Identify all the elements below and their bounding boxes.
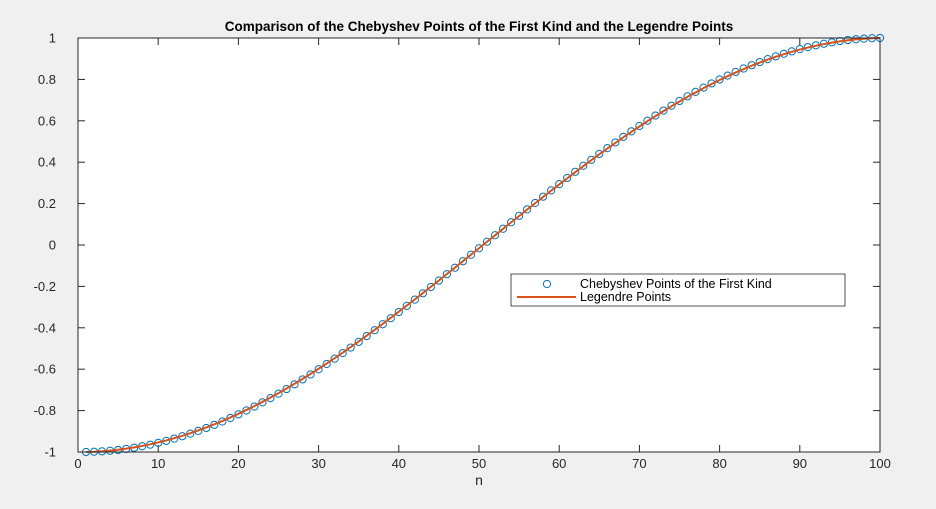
- chebyshev-point: [515, 211, 524, 220]
- legendre-line: [85, 37, 881, 453]
- legend-chebyshev-marker-icon: [542, 279, 552, 289]
- chebyshev-point: [482, 237, 492, 246]
- chebyshev-point: [378, 320, 387, 329]
- chebyshev-point: [619, 132, 628, 141]
- chebyshev-point: [611, 138, 620, 147]
- chebyshev-point: [314, 365, 323, 374]
- chebyshev-point: [242, 406, 251, 415]
- y-tick-label: -0.6: [34, 362, 56, 377]
- chebyshev-point: [579, 161, 588, 170]
- chebyshev-point: [394, 307, 403, 317]
- chebyshev-point: [442, 270, 452, 279]
- chebyshev-point: [434, 276, 443, 285]
- chebyshev-point: [346, 343, 355, 352]
- chebyshev-point: [306, 370, 315, 379]
- chebyshev-point: [547, 186, 556, 195]
- legend-legendre-label: Legendre Points: [580, 290, 671, 304]
- chebyshev-point: [426, 282, 435, 292]
- chebyshev-point: [370, 326, 379, 335]
- legend-chebyshev-label: Chebyshev Points of the First Kind: [580, 277, 772, 291]
- x-axis-ticks: 0 10 20 30 40 50 60 70 80 90 100: [74, 38, 891, 471]
- chebyshev-point: [523, 205, 532, 214]
- chebyshev-point: [474, 244, 484, 253]
- chebyshev-point: [322, 359, 331, 369]
- chebyshev-point: [498, 224, 508, 233]
- chebyshev-point: [506, 218, 516, 227]
- chebyshev-point: [563, 173, 572, 183]
- y-tick-label: -0.2: [34, 279, 56, 294]
- x-tick-label: 60: [552, 456, 566, 471]
- x-tick-label: 20: [231, 456, 245, 471]
- chebyshev-point: [635, 121, 644, 131]
- chebyshev-point: [250, 402, 259, 411]
- chebyshev-point: [715, 75, 724, 84]
- chebyshev-point: [555, 180, 564, 189]
- x-tick-label: 80: [712, 456, 726, 471]
- y-tick-label: 0.6: [38, 113, 56, 128]
- chebyshev-point: [386, 314, 395, 323]
- chebyshev-point: [290, 380, 299, 389]
- chebyshev-point: [274, 389, 283, 398]
- plot-box: [77, 37, 881, 453]
- chebyshev-point: [410, 295, 419, 304]
- x-axis-label: n: [475, 472, 483, 488]
- chebyshev-point: [298, 375, 307, 384]
- x-tick-label: 40: [392, 456, 406, 471]
- y-tick-label: 0: [49, 238, 56, 253]
- chebyshev-point: [539, 192, 548, 201]
- chebyshev-point: [266, 394, 275, 403]
- x-tick-label: 0: [74, 456, 81, 471]
- chebyshev-point: [683, 92, 692, 101]
- chebyshev-point: [490, 231, 500, 240]
- y-tick-label: 0.4: [38, 155, 56, 170]
- chebyshev-point: [667, 101, 676, 110]
- chebyshev-point: [651, 111, 660, 120]
- chebyshev-point: [707, 79, 716, 88]
- legend-box: [510, 273, 846, 307]
- chebyshev-point: [691, 87, 700, 96]
- chebyshev-point: [603, 144, 612, 153]
- chebyshev-point: [659, 106, 668, 115]
- y-tick-label: 0.8: [38, 72, 56, 87]
- y-tick-label: 0.2: [38, 196, 56, 211]
- x-tick-label: 50: [472, 456, 486, 471]
- chebyshev-point: [458, 257, 468, 266]
- chebyshev-point: [571, 167, 580, 176]
- chebyshev-point: [450, 263, 460, 272]
- chebyshev-point: [699, 83, 708, 92]
- chebyshev-point: [362, 331, 371, 341]
- legendre-series: [85, 37, 881, 453]
- chebyshev-point: [418, 289, 427, 298]
- x-tick-label: 10: [151, 456, 165, 471]
- y-tick-label: 1: [49, 31, 56, 46]
- chebyshev-point: [643, 116, 652, 125]
- chebyshev-point: [282, 384, 291, 394]
- chart-title: Comparison of the Chebyshev Points of th…: [225, 19, 734, 34]
- y-tick-label: -0.4: [34, 320, 56, 335]
- chebyshev-point: [531, 198, 540, 208]
- y-tick-label: -1: [44, 445, 56, 460]
- y-axis-ticks: -1 -0.8 -0.6 -0.4 -0.2 0 0.2 0.4 0.6 0.8 1: [34, 31, 880, 460]
- chebyshev-point: [330, 354, 339, 363]
- y-tick-label: -0.8: [34, 403, 56, 418]
- legend[interactable]: Chebyshev Points of the First Kind Legen…: [510, 273, 846, 307]
- chebyshev-point: [354, 337, 363, 346]
- chebyshev-point: [338, 349, 347, 358]
- x-tick-label: 100: [869, 456, 891, 471]
- chebyshev-point: [258, 398, 267, 407]
- x-tick-label: 90: [793, 456, 807, 471]
- x-tick-label: 30: [311, 456, 325, 471]
- x-tick-label: 70: [632, 456, 646, 471]
- chebyshev-point: [627, 127, 636, 136]
- chebyshev-point: [402, 301, 411, 310]
- chebyshev-point: [675, 96, 684, 106]
- chebyshev-point: [466, 250, 476, 259]
- chebyshev-point: [595, 149, 604, 159]
- chebyshev-point: [587, 155, 596, 164]
